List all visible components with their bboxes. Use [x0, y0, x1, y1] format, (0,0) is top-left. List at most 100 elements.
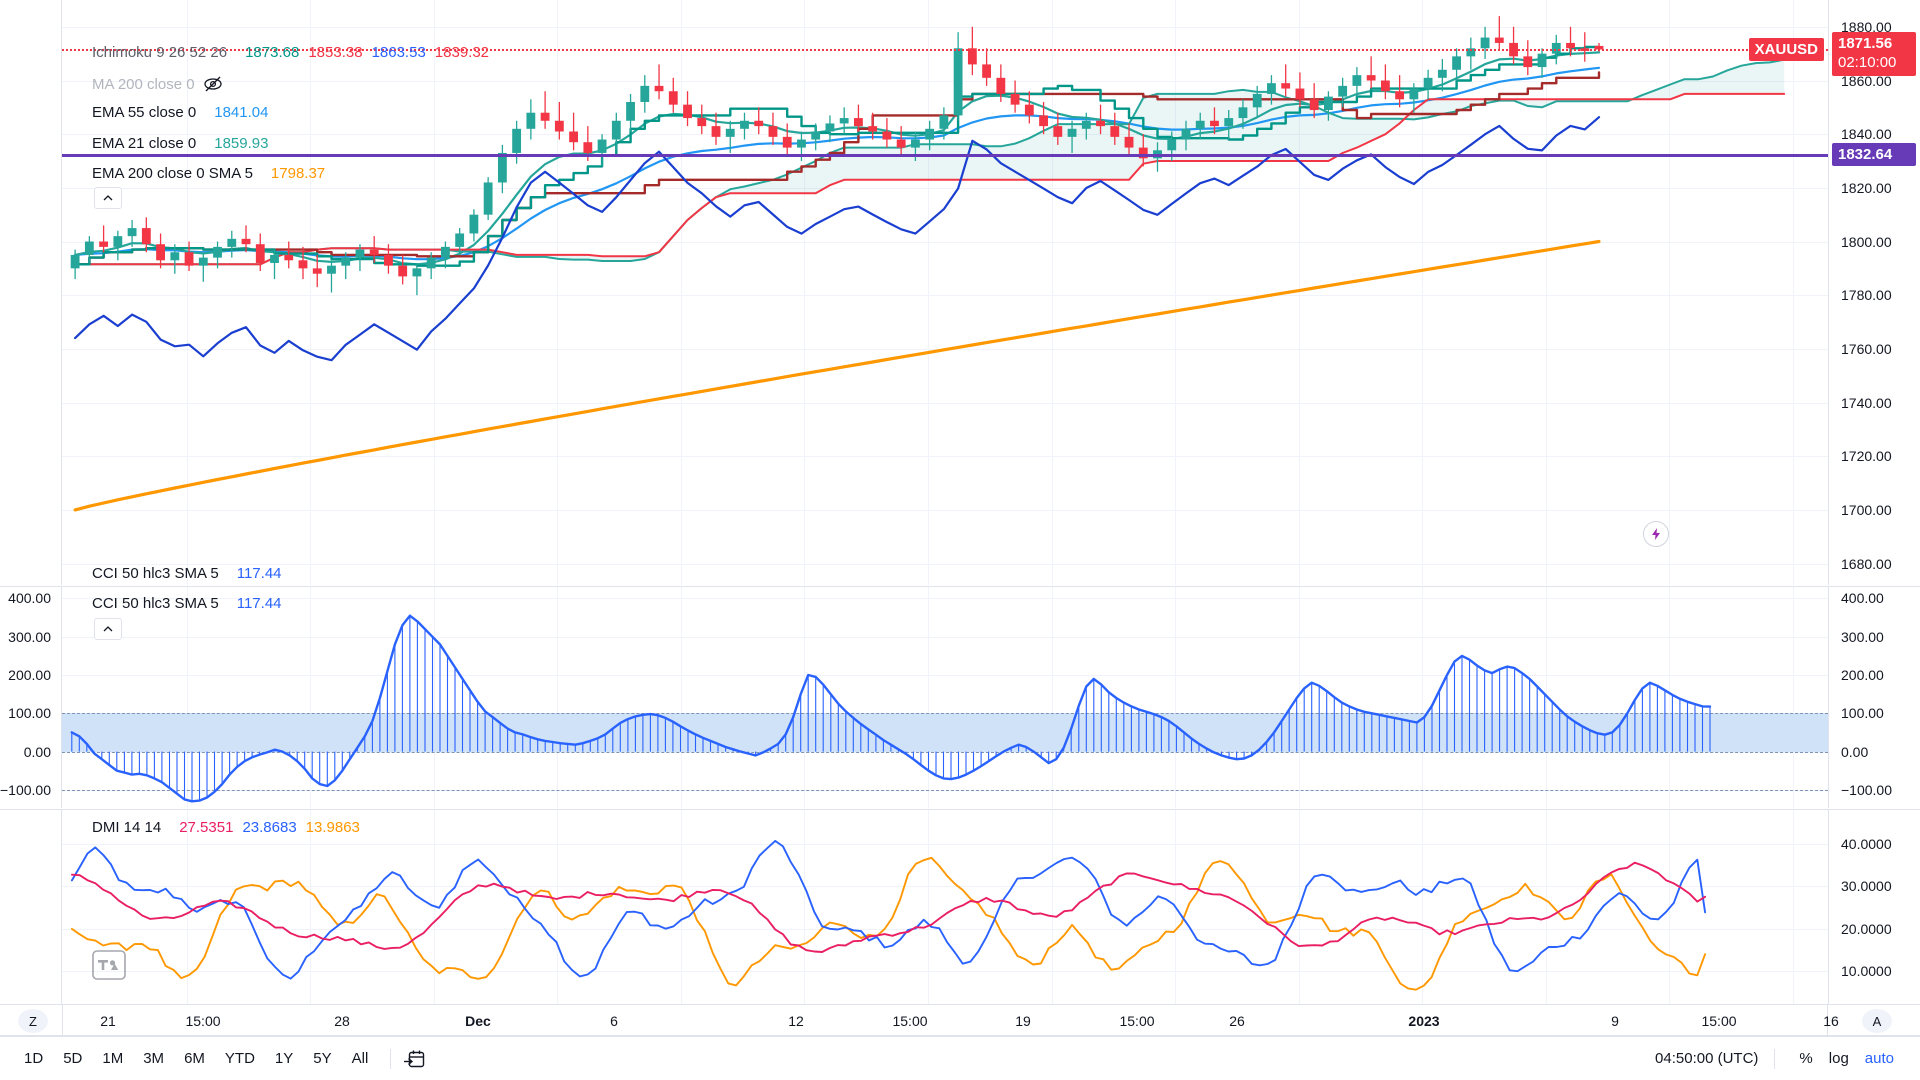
time-axis-tick: 9 [1611, 1013, 1619, 1029]
gridline [62, 636, 1828, 638]
vertical-gridline [1422, 0, 1423, 585]
vertical-gridline [557, 587, 558, 808]
axis-tick: 40.0000 [1841, 835, 1892, 852]
gridline [62, 456, 1828, 458]
gridline [62, 80, 1828, 82]
legend-ema21-value: 1859.93 [214, 135, 269, 152]
vertical-gridline [1052, 587, 1053, 808]
axis-tick: 1780.00 [1841, 287, 1892, 304]
bottom-toolbar: 1D 5D 1M 3M 6M YTD 1Y 5Y All 04:50:00 (UTC) % lo… [0, 1036, 1920, 1080]
legend-dmi[interactable]: DMI 14 14 27.5351 23.8683 13.9863 [92, 820, 360, 835]
chevron-up-icon [103, 195, 113, 201]
legend-ema21[interactable]: EMA 21 close 0 1859.93 [92, 136, 268, 151]
vertical-gridline [310, 587, 311, 808]
time-axis-tick: 15:00 [185, 1013, 221, 1029]
vertical-gridline [1793, 587, 1794, 808]
time-axis-tick: 12 [788, 1013, 804, 1029]
last-price-badge[interactable]: 1871.56 02:10:00 [1832, 32, 1916, 76]
axis-tick: 0.00 [1841, 743, 1869, 760]
range-button-all[interactable]: All [351, 1050, 369, 1067]
gridline [62, 402, 1828, 404]
axis-tick: 30.0000 [1841, 878, 1892, 895]
range-button-1d[interactable]: 1D [24, 1050, 44, 1067]
axis-tick: 100.00 [1841, 705, 1884, 722]
price-pane-collapse-button[interactable] [94, 187, 122, 209]
legend-cci-a[interactable]: CCI 50 hlc3 SMA 5 117.44 [92, 566, 282, 581]
timezone-button[interactable]: Z [18, 1009, 48, 1033]
price-pane-left-axis [0, 0, 62, 585]
range-button-6m[interactable]: 6M [184, 1050, 205, 1067]
range-button-1y[interactable]: 1Y [274, 1050, 294, 1067]
percent-scale-button[interactable]: % [1799, 1050, 1813, 1067]
vertical-gridline [681, 0, 682, 585]
calendar-replay-icon[interactable] [403, 1048, 425, 1070]
dmi-left-axis [0, 810, 62, 1004]
axis-tick: 1860.00 [1841, 72, 1892, 89]
time-axis-tick: 15:00 [1701, 1013, 1737, 1029]
time-axis-tick: 16 [1823, 1013, 1839, 1029]
axis-tick: 400.00 [8, 590, 51, 607]
auto-scale-label: A [1872, 1013, 1882, 1029]
axis-tick: 1740.00 [1841, 394, 1892, 411]
gridline [62, 187, 1828, 189]
cci-level-line [62, 751, 1828, 753]
axis-tick: 0.00 [23, 743, 51, 760]
vertical-gridline [1175, 587, 1176, 808]
range-button-3m[interactable]: 3M [143, 1050, 165, 1067]
legend-ema200[interactable]: EMA 200 close 0 SMA 5 1798.37 [92, 166, 325, 181]
gridline [62, 598, 1828, 600]
gridline [62, 26, 1828, 28]
symbol-tag-badge: XAUUSD [1748, 38, 1824, 62]
cci-pane-collapse-button[interactable] [94, 618, 122, 640]
axis-tick: 1720.00 [1841, 448, 1892, 465]
axis-tick: 1880.00 [1841, 18, 1892, 35]
legend-ema55-name: EMA 55 close 0 [92, 104, 197, 121]
lightning-bolt-icon[interactable] [1643, 521, 1669, 547]
legend-ema55[interactable]: EMA 55 close 0 1841.04 [92, 105, 268, 120]
legend-ema55-value: 1841.04 [214, 104, 269, 121]
cci-right-scale[interactable]: 400.00 300.00 200.00 100.00 0.00 −100.00 [1828, 587, 1920, 808]
dmi-right-scale[interactable]: 40.0000 30.0000 20.0000 10.0000 [1828, 810, 1920, 1004]
range-button-5y[interactable]: 5Y [313, 1050, 332, 1067]
range-button-ytd[interactable]: YTD [224, 1050, 255, 1067]
legend-cci-b-name: CCI 50 hlc3 SMA 5 [92, 595, 219, 612]
axis-tick: 10.0000 [1841, 963, 1892, 980]
price-plot-area[interactable] [62, 0, 1828, 585]
chevron-up-icon [103, 626, 113, 632]
legend-cci-b[interactable]: CCI 50 hlc3 SMA 5 117.44 [92, 596, 282, 611]
price-pane: 1880.00 1860.00 1840.00 1820.00 1800.00 1780.… [0, 0, 1920, 585]
log-scale-button[interactable]: log [1828, 1050, 1849, 1067]
legend-ichimoku[interactable]: Ichimoku 9 26 52 26 1873.68 1853.38 1863.53… [92, 45, 489, 60]
range-button-1m[interactable]: 1M [102, 1050, 124, 1067]
time-axis-tick: 28 [334, 1013, 350, 1029]
eye-off-icon[interactable] [203, 75, 223, 93]
cci-plot-area[interactable] [62, 587, 1828, 808]
price-scale[interactable]: 1880.00 1860.00 1840.00 1820.00 1800.00 1780.… [1828, 0, 1920, 585]
axis-tick: 1800.00 [1841, 233, 1892, 250]
timezone-label: Z [29, 1013, 37, 1029]
range-button-5d[interactable]: 5D [63, 1050, 83, 1067]
auto-fit-button[interactable]: auto [1864, 1050, 1894, 1067]
legend-cci-a-value: 117.44 [236, 565, 282, 582]
legend-ichimoku-v4: 1839.32 [434, 44, 490, 61]
ema200-level-badge[interactable]: 1832.64 [1832, 142, 1916, 166]
legend-dmi-adx: 27.5351 [179, 819, 234, 836]
auto-scale-button[interactable]: A [1862, 1009, 1892, 1033]
price-level-line [62, 153, 1828, 157]
axis-tick: 1700.00 [1841, 501, 1892, 518]
time-axis[interactable]: Z A 21 15:00 28 Dec 6 12 15:00 19 15:00 26 2023 9 15… [0, 1004, 1920, 1036]
vertical-gridline [1793, 810, 1794, 1004]
vertical-gridline [1299, 0, 1300, 585]
axis-tick: 1840.00 [1841, 126, 1892, 143]
legend-cci-a-name: CCI 50 hlc3 SMA 5 [92, 565, 219, 582]
legend-ma200[interactable]: MA 200 close 0 [92, 75, 223, 93]
cci-left-scale[interactable]: 400.00 300.00 200.00 100.00 0.00 −100.00 [0, 587, 62, 808]
tradingview-logo-icon [92, 950, 126, 980]
axis-tick: 1680.00 [1841, 555, 1892, 572]
vertical-gridline [1299, 587, 1300, 808]
dmi-plot-area[interactable] [62, 810, 1828, 1004]
vertical-gridline [187, 587, 188, 808]
vertical-gridline [310, 0, 311, 585]
legend-dmi-di-minus: 13.9863 [305, 819, 360, 836]
time-axis-tick: 15:00 [892, 1013, 928, 1029]
